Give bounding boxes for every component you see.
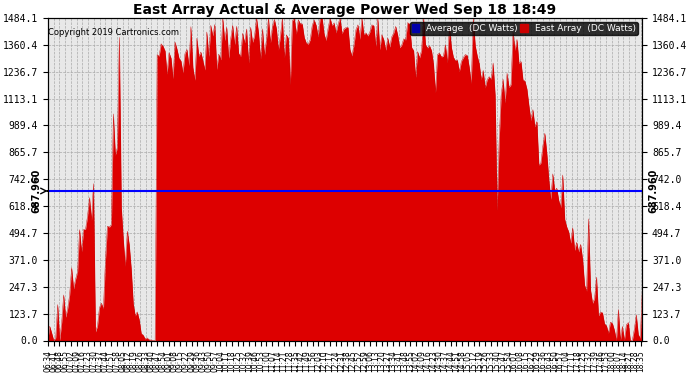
Text: Copyright 2019 Cartronics.com: Copyright 2019 Cartronics.com: [48, 28, 179, 37]
Legend: Average  (DC Watts), East Array  (DC Watts): Average (DC Watts), East Array (DC Watts…: [410, 22, 638, 35]
Text: 687.960: 687.960: [648, 169, 658, 213]
Text: 687.960: 687.960: [32, 169, 42, 213]
Title: East Array Actual & Average Power Wed Sep 18 18:49: East Array Actual & Average Power Wed Se…: [133, 3, 557, 17]
